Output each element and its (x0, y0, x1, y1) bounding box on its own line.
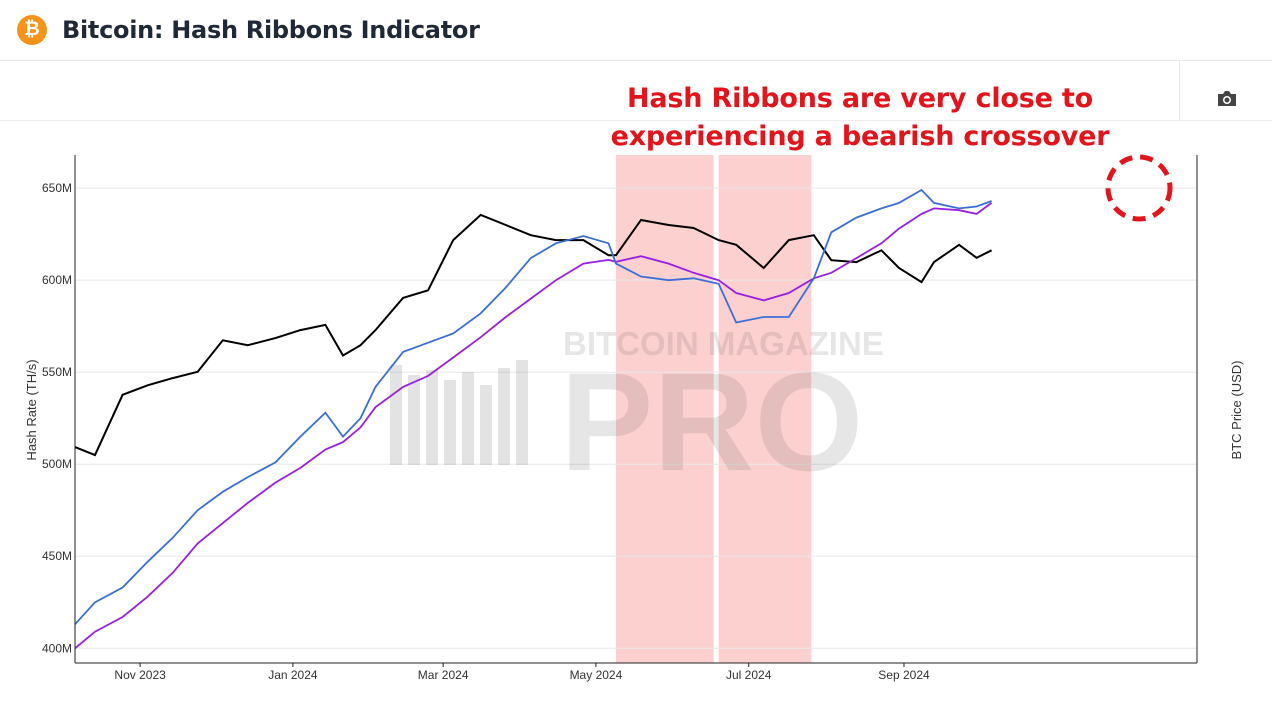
y-tick-label: 500M (42, 457, 72, 471)
watermark-line1: BITCOIN MAGAZINE (563, 325, 884, 362)
y-tick-label: 400M (42, 641, 72, 655)
annotation-line1: Hash Ribbons are very close to (627, 83, 1093, 114)
highlight-circle (1105, 154, 1173, 222)
page-title: Bitcoin: Hash Ribbons Indicator (62, 16, 480, 44)
y-tick-label: 550M (42, 365, 72, 379)
x-tick-label: May 2024 (570, 668, 623, 682)
header: ₿ Bitcoin: Hash Ribbons Indicator (0, 0, 1272, 61)
annotation: Hash Ribbons are very close to experienc… (600, 80, 1120, 156)
capitulation-band (615, 155, 714, 663)
y2-axis-label: BTC Price (USD) (1229, 361, 1244, 460)
annotation-line2: experiencing a bearish crossover (610, 121, 1110, 152)
toolbar-divider (1179, 61, 1180, 120)
x-tick-label: Mar 2024 (418, 668, 469, 682)
x-tick-label: Nov 2023 (114, 668, 166, 682)
camera-icon[interactable] (1216, 89, 1238, 114)
y-tick-label: 650M (42, 181, 72, 195)
y-tick-label: 600M (42, 273, 72, 287)
chart-toolbar (0, 61, 1272, 121)
series-line-hash_60 (74, 202, 993, 649)
watermark: BITCOIN MAGAZINE PRO (390, 325, 884, 500)
watermark-line2: PRO (560, 343, 863, 500)
series-line-hash_30 (74, 188, 992, 625)
y-tick-label: 450M (42, 549, 72, 563)
x-tick-label: Sep 2024 (878, 668, 930, 682)
y-axis-label: Hash Rate (TH/s) (24, 359, 39, 460)
x-tick-label: Jan 2024 (268, 668, 318, 682)
x-tick-label: Jul 2024 (726, 668, 772, 682)
bitcoin-logo-icon: ₿ (17, 15, 47, 45)
series-line-price (74, 213, 993, 457)
